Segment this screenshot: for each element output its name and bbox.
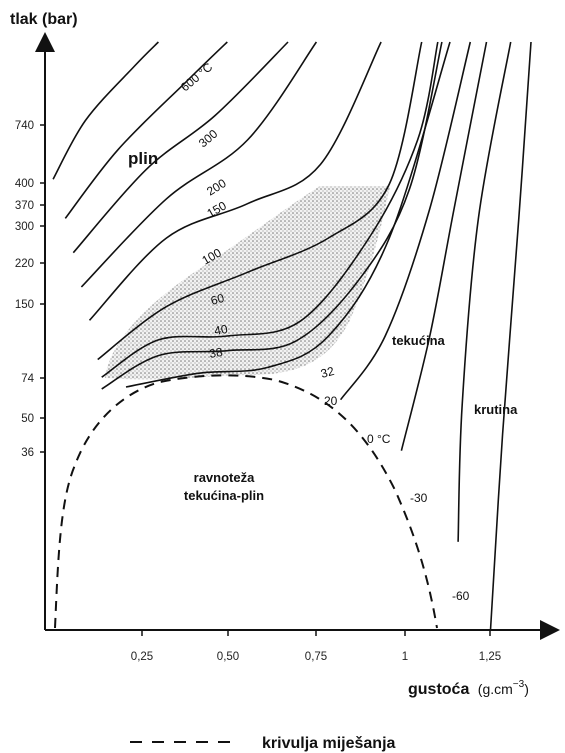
isotherm-curve	[72, 41, 289, 254]
coexistence-curve	[54, 374, 438, 629]
x-tick-label: 0,25	[131, 651, 153, 663]
y-tick-label: 150	[15, 299, 34, 311]
region-solid-label: krutina	[474, 402, 518, 417]
y-tick-label: 740	[15, 120, 34, 132]
y-tick-label: 300	[15, 221, 34, 233]
y-tick-label: 74	[21, 373, 34, 385]
isotherm-label: 38	[208, 345, 224, 361]
y-tick-label: 400	[15, 178, 34, 190]
x-tick-label: 1,25	[479, 651, 501, 663]
isotherm-label: 600 °C	[178, 60, 215, 95]
x-axis-title: gustoća (g.cm−3)	[408, 679, 529, 698]
isotherm-curve	[101, 41, 439, 378]
isotherm-label: 40	[213, 322, 229, 338]
isotherm-label: 0 °C	[367, 432, 391, 446]
isotherm-label: -30	[410, 491, 428, 505]
isotherm-label: 60	[209, 291, 226, 308]
supercritical-region	[105, 186, 390, 380]
x-tick-label: 0,75	[305, 651, 327, 663]
isotherm-curve	[489, 41, 532, 631]
isotherm-label: -60	[452, 589, 470, 603]
region-equilibrium-label-2: tekućina-plin	[184, 488, 264, 503]
isotherm-label: 200	[204, 176, 229, 199]
isotherm-curve	[97, 41, 423, 361]
isotherm-curve	[457, 41, 512, 542]
isotherm-curve	[52, 41, 159, 180]
y-axis-title: tlak (bar)	[10, 11, 78, 28]
isotherm-curve	[400, 41, 488, 451]
y-tick-label: 36	[21, 447, 34, 459]
isotherm-label: 32	[319, 364, 336, 381]
region-gas-label: plin	[128, 149, 158, 168]
isotherm-curve	[88, 41, 382, 321]
y-tick-label: 220	[15, 258, 34, 270]
isotherm-label: 300	[196, 126, 221, 150]
isotherm-curve	[339, 41, 472, 401]
region-liquid-label: tekućina	[392, 333, 446, 348]
legend-label: krivulja miješanja	[262, 735, 396, 752]
isotherm-curve	[64, 41, 228, 219]
region-equilibrium-label-1: ravnoteža	[194, 470, 255, 485]
y-tick-label: 370	[15, 200, 34, 212]
isotherm-curve	[101, 41, 443, 390]
x-tick-label: 1	[402, 651, 408, 663]
isotherm-curve	[125, 41, 451, 388]
isotherm-curve	[80, 41, 318, 288]
x-tick-label: 0,50	[217, 651, 239, 663]
y-tick-label: 50	[21, 413, 34, 425]
